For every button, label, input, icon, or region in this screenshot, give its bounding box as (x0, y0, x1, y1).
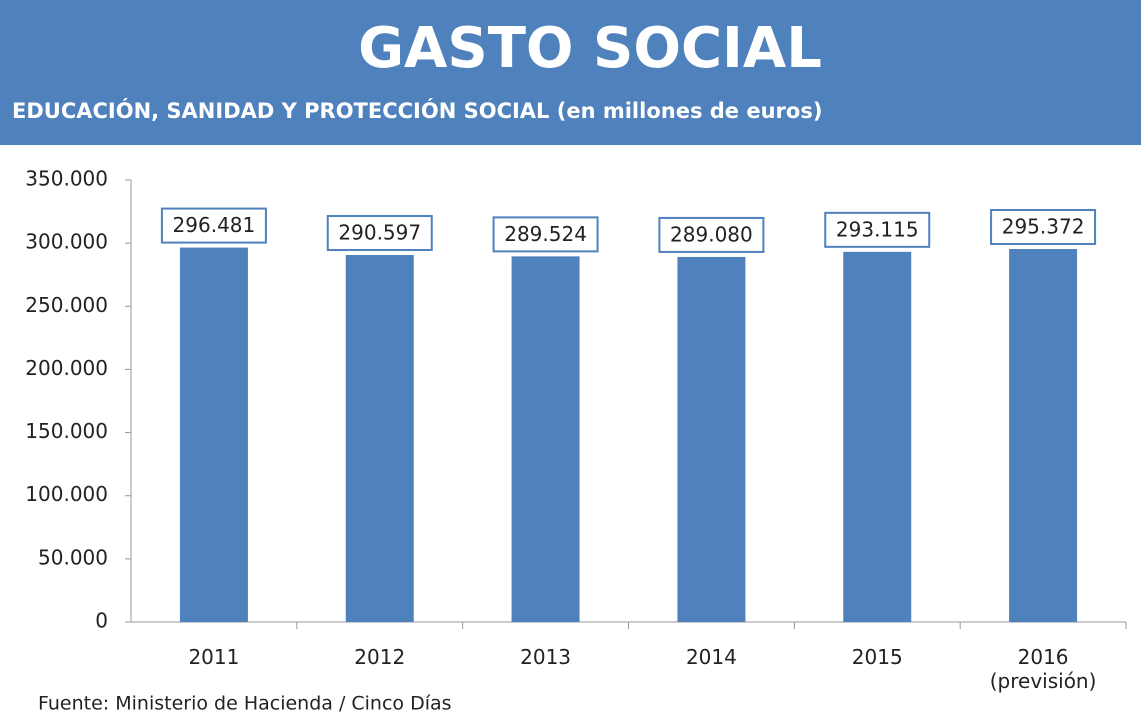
x-tick-label: 2016 (previsión) (989, 645, 1097, 693)
y-tick-label: 250.000 (25, 293, 108, 317)
x-tick-label: 2011 (188, 645, 240, 669)
value-label-box (492, 216, 599, 253)
chart-subtitle: EDUCACIÓN, SANIDAD Y PROTECCIÓN SOCIAL (… (12, 98, 822, 123)
bar (677, 256, 746, 622)
value-label-box (824, 211, 931, 248)
y-tick-label: 150.000 (25, 419, 108, 443)
value-label: 296.481 (173, 213, 256, 237)
bar (179, 247, 248, 622)
source: Fuente: Ministerio de Hacienda / Cinco D… (38, 693, 452, 715)
x-tick-label: 2014 (685, 645, 737, 669)
y-tick-label: 100.000 (25, 482, 108, 506)
y-tick-label: 0 (95, 609, 108, 633)
bar (1009, 248, 1078, 622)
bar (345, 255, 414, 622)
bar (843, 251, 912, 622)
header-band (0, 0, 1141, 145)
value-label: 293.115 (836, 217, 919, 241)
y-tick-label: 50.000 (38, 545, 108, 569)
y-tick-label: 200.000 (25, 356, 108, 380)
x-tick-label: 2013 (520, 645, 572, 669)
chart-title: GASTO SOCIAL (358, 16, 822, 81)
value-label-box (160, 207, 267, 244)
value-label-box (658, 216, 765, 253)
value-label: 289.080 (670, 222, 753, 246)
value-label-box (990, 208, 1097, 245)
x-tick-label: 2015 (851, 645, 903, 669)
value-label: 289.524 (504, 222, 587, 246)
value-label: 290.597 (338, 221, 421, 245)
value-label-box (326, 215, 433, 252)
x-tick-label: 2012 (354, 645, 406, 669)
bar (511, 256, 580, 622)
y-tick-label: 300.000 (25, 230, 108, 254)
y-tick-label: 350.000 (25, 167, 108, 191)
value-label: 295.372 (1002, 214, 1085, 238)
